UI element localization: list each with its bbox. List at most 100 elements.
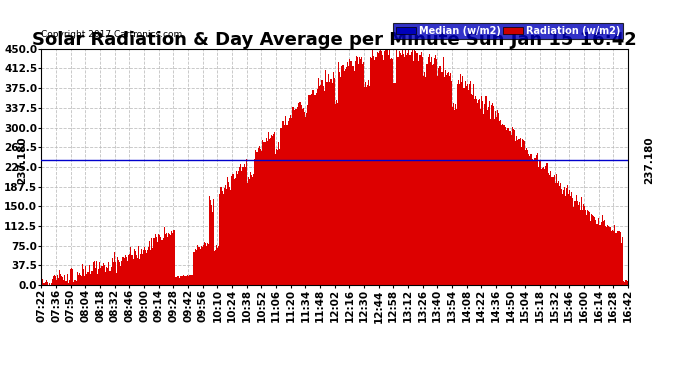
Bar — [503, 125, 504, 285]
Bar — [255, 150, 256, 285]
Bar — [184, 276, 185, 285]
Bar — [240, 164, 241, 285]
Bar — [252, 177, 253, 285]
Bar — [474, 99, 475, 285]
Bar — [41, 282, 43, 285]
Bar — [172, 233, 173, 285]
Bar — [259, 146, 260, 285]
Bar — [512, 127, 513, 285]
Bar — [524, 141, 525, 285]
Bar — [473, 84, 474, 285]
Bar — [126, 257, 127, 285]
Bar — [363, 62, 364, 285]
Bar — [199, 249, 201, 285]
Bar — [246, 159, 247, 285]
Bar — [163, 238, 164, 285]
Bar — [181, 276, 183, 285]
Bar — [414, 49, 415, 285]
Bar — [622, 281, 624, 285]
Bar — [383, 60, 384, 285]
Bar — [296, 109, 297, 285]
Bar — [141, 249, 142, 285]
Bar — [541, 169, 542, 285]
Bar — [128, 255, 130, 285]
Bar — [273, 134, 274, 285]
Bar — [420, 52, 422, 285]
Bar — [504, 124, 505, 285]
Bar — [241, 171, 242, 285]
Bar — [466, 84, 468, 285]
Bar — [500, 120, 501, 285]
Bar — [488, 107, 489, 285]
Bar — [76, 281, 77, 285]
Bar — [395, 83, 397, 285]
Bar — [612, 231, 613, 285]
Bar — [564, 187, 565, 285]
Bar — [361, 57, 362, 285]
Bar — [316, 93, 317, 285]
Bar — [90, 271, 92, 285]
Bar — [58, 278, 59, 285]
Bar — [387, 50, 388, 285]
Bar — [138, 246, 139, 285]
Bar — [270, 135, 272, 285]
Bar — [170, 236, 171, 285]
Bar — [615, 233, 616, 285]
Bar — [187, 275, 188, 285]
Bar — [207, 243, 208, 285]
Bar — [460, 74, 462, 285]
Bar — [529, 156, 531, 285]
Bar — [430, 62, 431, 285]
Bar — [323, 86, 324, 285]
Bar — [234, 179, 235, 285]
Bar — [393, 82, 395, 285]
Bar — [57, 274, 58, 285]
Bar — [601, 222, 602, 285]
Bar — [110, 267, 112, 285]
Bar — [620, 243, 622, 285]
Bar — [46, 280, 47, 285]
Bar — [104, 265, 106, 285]
Bar — [66, 274, 68, 285]
Bar — [262, 140, 264, 285]
Bar — [186, 276, 187, 285]
Bar — [451, 81, 452, 285]
Bar — [593, 216, 594, 285]
Bar — [45, 282, 46, 285]
Bar — [509, 130, 511, 285]
Bar — [409, 55, 410, 285]
Bar — [498, 113, 499, 285]
Bar — [229, 188, 230, 285]
Bar — [413, 61, 414, 285]
Bar — [83, 269, 84, 285]
Bar — [379, 51, 380, 285]
Bar — [205, 243, 206, 285]
Bar — [438, 68, 440, 285]
Bar — [159, 235, 160, 285]
Bar — [369, 86, 371, 285]
Bar — [602, 215, 603, 285]
Bar — [144, 247, 145, 285]
Bar — [402, 49, 403, 285]
Bar — [588, 211, 589, 285]
Bar — [62, 277, 63, 285]
Bar — [292, 107, 293, 285]
Bar — [551, 177, 553, 285]
Bar — [266, 141, 268, 285]
Bar — [70, 268, 72, 285]
Bar — [225, 185, 226, 285]
Bar — [560, 183, 561, 285]
Bar — [106, 267, 108, 285]
Bar — [175, 277, 177, 285]
Bar — [317, 89, 318, 285]
Bar — [43, 282, 45, 285]
Title: Solar Radiation & Day Average per Minute Sun Jan 15 16:42: Solar Radiation & Day Average per Minute… — [32, 31, 637, 49]
Bar — [290, 118, 292, 285]
Bar — [600, 225, 601, 285]
Bar — [539, 161, 540, 285]
Bar — [388, 55, 389, 285]
Bar — [278, 142, 279, 285]
Bar — [400, 53, 401, 285]
Bar — [63, 280, 64, 285]
Bar — [543, 166, 544, 285]
